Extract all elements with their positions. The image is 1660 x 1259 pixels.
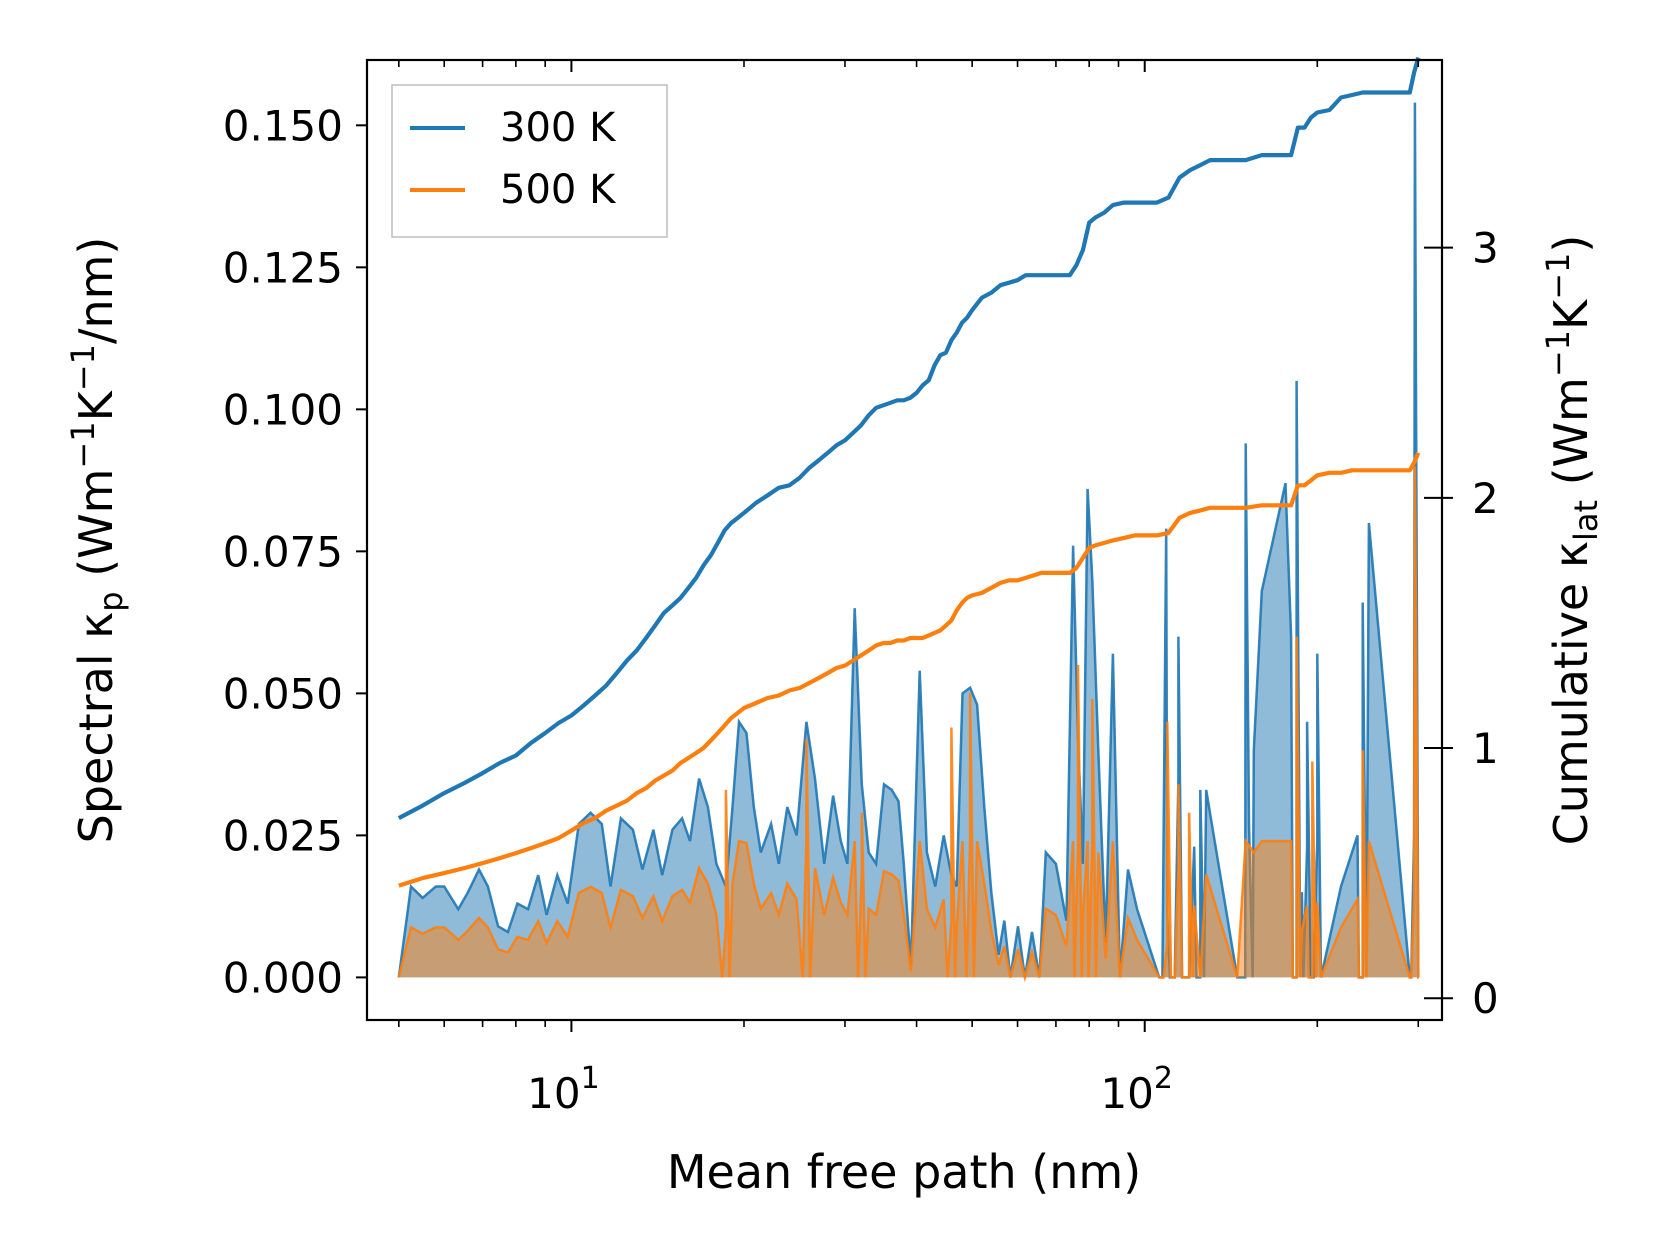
data-line-layer	[397, 56, 1421, 888]
left-tick-label: 0.025	[223, 811, 343, 860]
cumulative-line-300k	[397, 56, 1421, 820]
right-axis-label-mid: (Wm	[1544, 377, 1598, 500]
left-axis-label-sup2: −1	[64, 344, 102, 391]
x-tick-label: 102	[1100, 1061, 1173, 1118]
left-axis-label-post: /nm)	[69, 237, 123, 344]
right-tick-label: 2	[1472, 474, 1499, 523]
left-tick-label: 0.150	[223, 101, 343, 150]
right-axis-label-sub: lat	[1567, 500, 1605, 541]
right-axis-label-post: )	[1544, 235, 1598, 253]
spectral-line-500k	[397, 466, 1420, 983]
left-axis-label-pre: Spectral κ	[69, 612, 123, 844]
right-tick-label: 3	[1472, 224, 1499, 273]
spectral-line-300k	[397, 102, 1420, 979]
left-tick-label: 0.000	[223, 953, 343, 1002]
left-axis-label-sup1: −1	[64, 421, 102, 468]
right-tick-label: 0	[1472, 974, 1499, 1023]
left-tick-label: 0.125	[223, 243, 343, 292]
right-axis-label-sup1: −1	[1539, 330, 1577, 377]
legend-label-500k: 500 K	[500, 167, 617, 213]
right-axis-label-mid2: K	[1544, 298, 1598, 330]
legend-box	[391, 84, 668, 238]
left-tick-label: 0.075	[223, 527, 343, 576]
cumulative-line-500k	[398, 451, 1421, 888]
right-tick-label: 1	[1472, 724, 1499, 773]
x-tick-label: 101	[527, 1061, 600, 1118]
tick-layer: 0.000 0.025 0.050 0.075 0.100 0.125 0.150 0 1 2 3 1…	[223, 60, 1499, 1118]
x-tick-label-exp: 2	[1154, 1061, 1173, 1096]
right-axis-label-pre: Cumulative κ	[1544, 541, 1598, 845]
right-axis-label: Cumulative κlat (Wm−1K−1)	[1539, 235, 1605, 846]
left-axis-label: Spectral κp (Wm−1K−1/nm)	[64, 237, 130, 844]
legend-label-300k: 300 K	[500, 105, 617, 151]
left-tick-label: 0.100	[223, 385, 343, 434]
right-axis-label-sup2: −1	[1539, 253, 1577, 300]
x-axis-label: Mean free path (nm)	[667, 1145, 1141, 1199]
x-tick-label-base: 10	[527, 1069, 580, 1118]
plot-frame	[365, 58, 1444, 1022]
x-tick-label-base: 10	[1100, 1069, 1153, 1118]
left-axis-label-sub: p	[92, 591, 130, 611]
left-axis-label-mid: (Wm	[69, 469, 123, 592]
left-axis-label-mid2: K	[69, 389, 123, 421]
x-tick-label-exp: 1	[581, 1061, 600, 1096]
spectral-fill-layer	[397, 102, 1420, 983]
left-tick-label: 0.050	[223, 669, 343, 718]
legend: 300 K 500 K	[391, 84, 668, 238]
